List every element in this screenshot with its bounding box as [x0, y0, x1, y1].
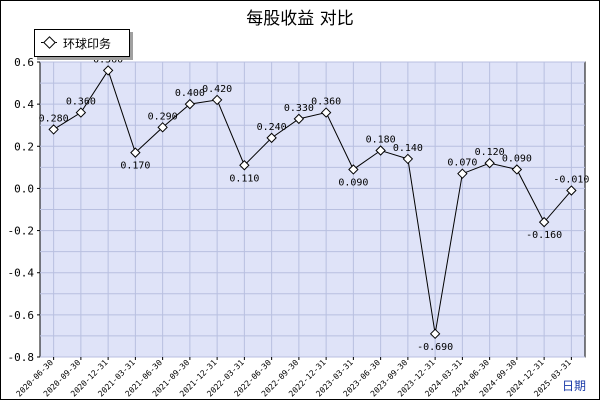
- data-label: 0.120: [475, 147, 505, 158]
- data-point-marker: [429, 328, 441, 340]
- data-label: -0.160: [526, 230, 562, 241]
- data-point-marker: [102, 65, 114, 76]
- data-point-marker: [239, 160, 250, 171]
- y-tick-label: 0.6: [14, 56, 34, 69]
- data-point-marker: [402, 153, 414, 165]
- series-line: [53, 69, 572, 334]
- data-label: 0.560: [93, 54, 123, 65]
- data-point-marker: [293, 113, 305, 125]
- data-point-marker: [184, 98, 196, 110]
- legend: 环球印务: [34, 29, 130, 57]
- data-point-marker: [157, 122, 168, 133]
- data-label: 0.280: [39, 113, 69, 124]
- data-point-marker: [538, 216, 550, 228]
- data-point-marker: [457, 168, 468, 179]
- y-tick-label: -0.2: [8, 225, 35, 238]
- data-point-marker: [320, 107, 332, 118]
- data-label: 0.400: [175, 88, 205, 99]
- data-label: 0.360: [311, 97, 341, 108]
- data-label: 0.360: [66, 97, 96, 108]
- y-tick-label: 0.4: [14, 98, 34, 111]
- data-point-marker: [566, 185, 577, 196]
- data-label: 0.140: [393, 143, 423, 154]
- y-tick-label: -0.4: [8, 267, 35, 280]
- legend-series-label: 环球印务: [63, 37, 112, 51]
- data-point-marker: [130, 147, 141, 158]
- legend-diamond-marker-icon: [43, 36, 56, 49]
- chart-title: 每股收益 对比: [246, 9, 354, 29]
- data-point-marker: [375, 145, 386, 156]
- data-point-marker: [266, 132, 277, 144]
- data-label: 0.070: [447, 158, 477, 169]
- data-label: 0.180: [366, 135, 396, 146]
- data-point-marker: [48, 124, 59, 135]
- data-label: 0.090: [502, 153, 532, 164]
- data-label: -0.690: [417, 342, 453, 353]
- data-point-marker: [348, 164, 359, 175]
- data-label: 0.170: [120, 161, 150, 172]
- data-label: 0.420: [202, 84, 232, 95]
- data-label: 0.090: [338, 177, 368, 188]
- y-tick-label: -0.8: [8, 351, 35, 364]
- data-point-marker: [484, 157, 495, 169]
- data-label: -0.010: [553, 175, 589, 186]
- y-tick-label: 0.2: [14, 140, 34, 153]
- data-label: 0.290: [148, 111, 178, 122]
- x-axis-label: 日期: [561, 379, 586, 393]
- data-label: 0.330: [284, 103, 314, 114]
- data-point-marker: [211, 94, 223, 106]
- y-tick-label: 0.0: [14, 182, 34, 195]
- data-point-marker: [75, 107, 87, 118]
- data-label: 0.240: [257, 122, 287, 133]
- data-point-marker: [511, 164, 523, 175]
- data-label: 0.110: [229, 173, 259, 184]
- y-tick-label: -0.6: [8, 309, 35, 322]
